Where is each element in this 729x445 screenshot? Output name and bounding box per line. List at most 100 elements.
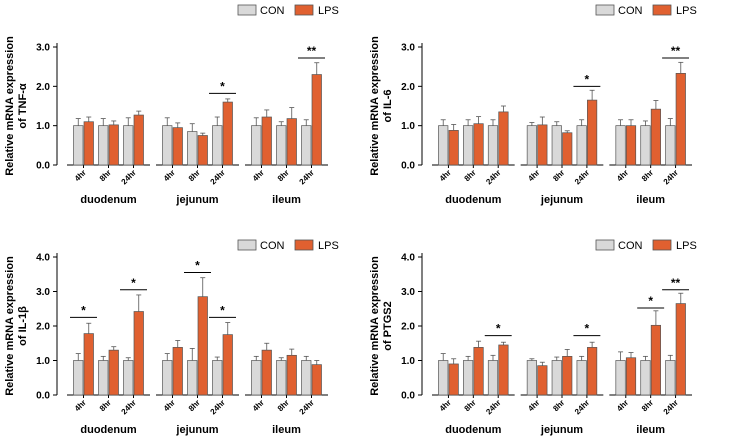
time-label: 8hr — [187, 168, 202, 183]
y-tick-label: 2.0 — [401, 322, 415, 333]
significance-marker: * — [585, 72, 590, 86]
group-label-duodenum: duodenum — [445, 194, 501, 206]
bar-con — [487, 125, 499, 166]
significance-marker: * — [496, 322, 501, 336]
bar-con — [487, 360, 499, 396]
bar-lps — [83, 121, 94, 166]
bar-lps — [311, 364, 322, 396]
time-label: 24hr — [209, 398, 227, 416]
time-label: 4hr — [615, 168, 630, 183]
y-axis-label-line2: of IL-1β — [17, 306, 29, 346]
y-tick-label: 1.0 — [36, 121, 50, 132]
bar-con — [640, 125, 651, 166]
y-axis-label-line1: Relative mRNA expression — [369, 36, 381, 176]
group-label-jejunum: jejunum — [175, 424, 218, 436]
time-label: 24hr — [662, 398, 680, 416]
bar-con — [301, 360, 312, 396]
time-label: 8hr — [463, 398, 478, 413]
bar-lps — [133, 114, 144, 166]
bar-con — [162, 360, 173, 396]
time-label: 8hr — [276, 168, 291, 183]
y-tick-label: 3.0 — [36, 287, 50, 298]
group-label-ileum: ileum — [272, 194, 301, 206]
bar-lps — [172, 347, 183, 396]
time-label: 8hr — [98, 398, 113, 413]
group-label-jejunum: jejunum — [540, 424, 583, 436]
legend-swatch-lps — [294, 4, 314, 16]
bar-lps — [498, 344, 509, 396]
time-label: 24hr — [209, 168, 227, 186]
time-label: 4hr — [251, 168, 266, 183]
time-label: 4hr — [73, 168, 88, 183]
y-tick-label: 3.0 — [36, 43, 50, 54]
bar-con — [463, 125, 474, 166]
legend-label-lps: LPS — [318, 5, 339, 17]
bar-con — [640, 360, 651, 396]
bar-lps — [625, 357, 637, 396]
time-label: 24hr — [120, 398, 138, 416]
bar-lps — [473, 123, 484, 166]
significance-marker: * — [220, 303, 225, 317]
legend: CON LPS — [237, 4, 339, 17]
y-tick-label: 4.0 — [401, 253, 415, 264]
bar-lps — [650, 108, 661, 166]
y-axis-label-line2: of TNF-α — [17, 83, 29, 128]
bar-lps — [311, 74, 322, 166]
time-label: 8hr — [551, 398, 566, 413]
time-label: 4hr — [438, 398, 453, 413]
time-label: 24hr — [120, 168, 138, 186]
bar-lps — [222, 101, 233, 166]
time-label: 24hr — [662, 168, 680, 186]
bar-lps — [222, 334, 233, 396]
significance-marker: ** — [671, 276, 681, 290]
bar-lps — [587, 99, 598, 166]
legend-label-con: CON — [260, 240, 285, 252]
bar-con — [251, 125, 262, 166]
legend-label-con: CON — [260, 5, 285, 17]
bar-lps — [108, 124, 119, 166]
group-label-duodenum: duodenum — [80, 424, 136, 436]
bar-con — [98, 360, 109, 396]
bar-con — [276, 125, 287, 166]
bar-con — [665, 125, 676, 166]
group-label-ileum: ileum — [636, 424, 665, 436]
bar-lps — [498, 111, 509, 166]
time-label: 4hr — [162, 398, 177, 413]
bar-lps — [537, 365, 548, 396]
time-label: 8hr — [640, 168, 655, 183]
y-axis-label-line1: Relative mRNA expression — [4, 36, 16, 176]
time-label: 24hr — [298, 398, 316, 416]
bar-lps — [286, 118, 297, 166]
bar-lps — [448, 130, 459, 166]
y-axis-label-line1: Relative mRNA expression — [4, 256, 16, 396]
significance-marker: * — [81, 303, 86, 317]
legend-label-con: CON — [618, 240, 643, 252]
group-label-ileum: ileum — [636, 194, 665, 206]
group-label-duodenum: duodenum — [80, 194, 136, 206]
group-label-duodenum: duodenum — [445, 424, 501, 436]
bar-con — [526, 360, 537, 396]
time-label: 4hr — [526, 398, 541, 413]
y-tick-label: 1.0 — [401, 121, 415, 132]
legend-label-lps: LPS — [676, 240, 697, 252]
bar-con — [162, 125, 173, 166]
bar-con — [187, 360, 198, 396]
bar-lps — [537, 124, 548, 166]
bar-con — [251, 360, 262, 396]
group-label-ileum: ileum — [272, 424, 301, 436]
bar-lps — [473, 347, 484, 396]
bar-con — [665, 360, 676, 396]
bar-con — [576, 125, 587, 166]
bar-con — [73, 360, 84, 396]
bar-lps — [675, 73, 686, 166]
bar-con — [123, 125, 134, 166]
bar-lps — [562, 356, 573, 396]
bar-lps — [197, 135, 208, 166]
time-label: 8hr — [187, 398, 202, 413]
bar-con — [551, 125, 562, 166]
time-label: 4hr — [251, 398, 266, 413]
y-tick-label: 2.0 — [36, 322, 50, 333]
legend-swatch-con — [595, 4, 615, 16]
bar-con — [438, 125, 449, 166]
time-label: 4hr — [438, 168, 453, 183]
